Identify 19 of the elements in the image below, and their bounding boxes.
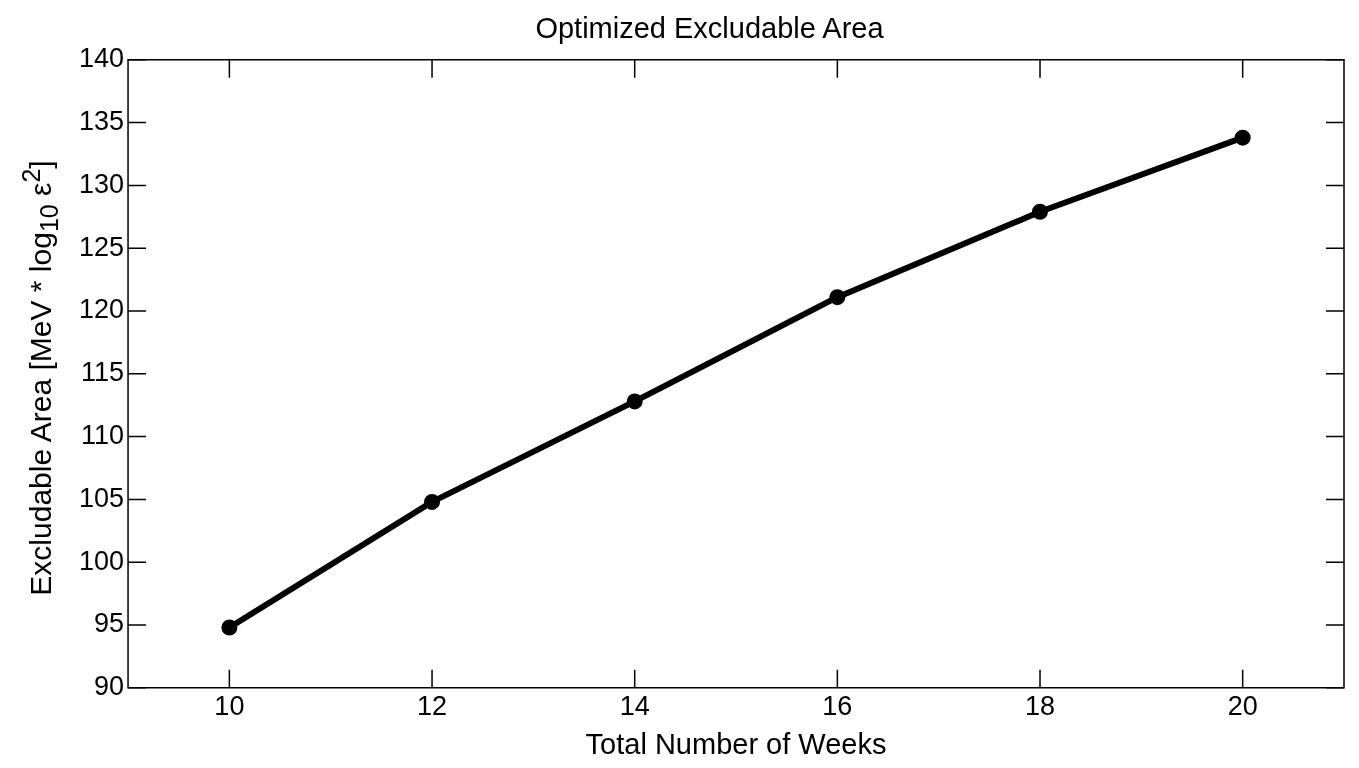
x-tick-label: 14 [619, 691, 650, 722]
x-tick-label: 16 [822, 691, 853, 722]
x-tick-label: 12 [417, 691, 448, 722]
x-tick-label: 10 [214, 691, 245, 722]
x-tick-label: 18 [1024, 691, 1056, 722]
chart-title: Optimized Excludable Area [535, 12, 885, 45]
y-tick-label: 95 [94, 608, 125, 639]
y-tick-label: 100 [78, 545, 125, 576]
x-tick-label: 20 [1227, 691, 1258, 722]
y-tick-label: 140 [78, 43, 125, 74]
y-tick-label: 120 [78, 294, 125, 325]
y-tick-label: 90 [94, 671, 125, 702]
y-tick-label: 105 [78, 482, 125, 513]
x-axis-title: Total Number of Weeks [585, 727, 887, 760]
y-tick-label: 130 [78, 168, 125, 199]
y-tick-label: 110 [81, 420, 125, 451]
y-tick-label: 115 [81, 357, 125, 388]
y-tick-label: 135 [78, 106, 125, 137]
y-tick-label: 125 [78, 231, 125, 262]
